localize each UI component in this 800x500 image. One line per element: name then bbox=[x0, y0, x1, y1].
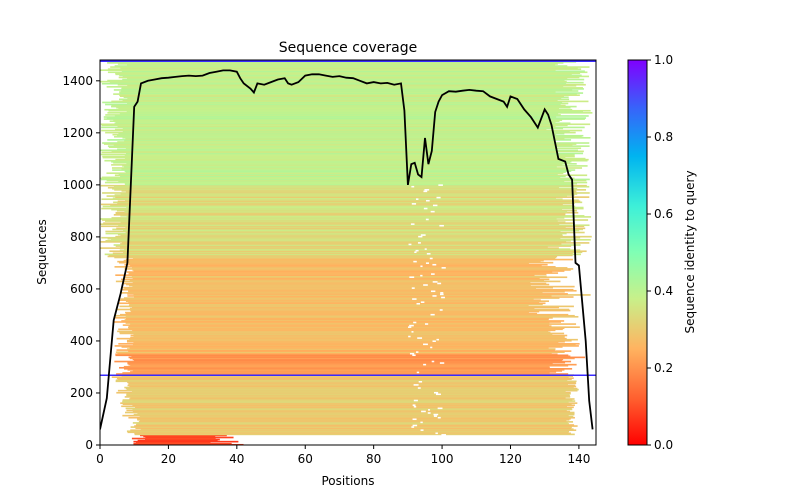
coverage-line-layer bbox=[100, 69, 594, 430]
y-axis: 0 200 400 600 800 1000 1200 1400 bbox=[62, 74, 100, 452]
y-tick-label: 600 bbox=[70, 282, 93, 296]
chart-title: Sequence coverage bbox=[279, 40, 418, 56]
y-axis-label: Sequences bbox=[35, 219, 49, 284]
y-tick-label: 1000 bbox=[62, 178, 93, 192]
x-tick-label: 0 bbox=[96, 452, 104, 466]
x-tick-label: 100 bbox=[431, 452, 454, 466]
x-tick-label: 140 bbox=[567, 452, 590, 466]
reference-lines bbox=[100, 60, 596, 377]
y-tick-label: 1200 bbox=[62, 126, 93, 140]
y-tick-label: 1400 bbox=[62, 74, 93, 88]
coverage-heatmap bbox=[100, 60, 593, 445]
colorbar bbox=[627, 59, 648, 446]
colorbar-tick-label: 0.8 bbox=[654, 130, 673, 144]
x-tick-label: 80 bbox=[366, 452, 381, 466]
colorbar-tick-label: 0.4 bbox=[654, 284, 673, 298]
x-tick-label: 120 bbox=[499, 452, 522, 466]
x-axis-label: Positions bbox=[322, 474, 375, 488]
colorbar-label: Sequence identity to query bbox=[683, 170, 697, 333]
colorbar-tick-label: 0.6 bbox=[654, 207, 673, 221]
colorbar-tick-label: 0.2 bbox=[654, 361, 673, 375]
y-tick-label: 400 bbox=[70, 334, 93, 348]
y-tick-label: 800 bbox=[70, 230, 93, 244]
x-tick-label: 60 bbox=[298, 452, 313, 466]
y-tick-label: 200 bbox=[70, 386, 93, 400]
colorbar-tick-label: 1.0 bbox=[654, 53, 673, 67]
colorbar-tick-label: 0.0 bbox=[654, 438, 673, 452]
x-tick-label: 20 bbox=[161, 452, 176, 466]
y-tick-label: 0 bbox=[85, 438, 93, 452]
plot-frame bbox=[99, 59, 597, 446]
x-axis: 0 20 40 60 80 100 120 140 bbox=[96, 445, 590, 466]
colorbar-axis: 0.0 0.2 0.4 0.6 0.8 1.0 bbox=[647, 53, 673, 452]
coverage-line bbox=[100, 69, 594, 430]
x-tick-label: 40 bbox=[229, 452, 244, 466]
